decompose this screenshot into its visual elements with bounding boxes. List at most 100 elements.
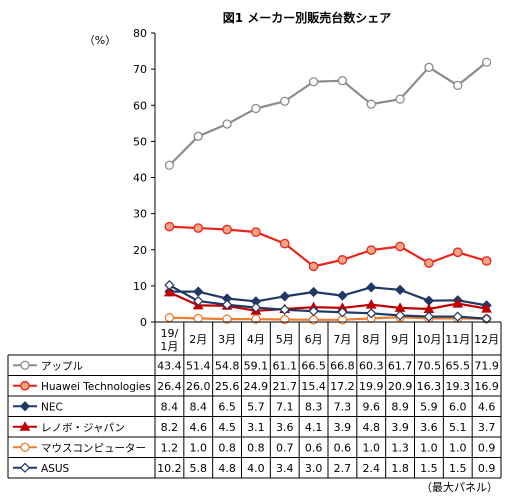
category-label: 9月 [391, 333, 409, 346]
data-point [308, 315, 319, 325]
table-cell-value: 1.5 [420, 462, 438, 475]
data-point [452, 247, 463, 258]
table-cell-value: 2.7 [334, 462, 352, 475]
table-cell-value: 5.9 [420, 400, 438, 413]
table-cell-value: 0.7 [276, 441, 294, 454]
table-cell-value: 1.3 [391, 441, 409, 454]
data-point [308, 77, 319, 87]
table-cell-value: 0.9 [478, 441, 496, 454]
table-cell-value: 15.4 [301, 380, 326, 393]
data-point [366, 282, 377, 293]
table-cell-value: 4.6 [190, 421, 208, 434]
data-point [193, 313, 203, 324]
data-point [337, 307, 348, 318]
data-point [337, 76, 348, 86]
series-lines [164, 57, 492, 325]
table-cell-value: 60.3 [359, 359, 384, 372]
series-line [169, 225, 487, 268]
table-cell-value: 59.1 [244, 359, 269, 372]
table-cell-value: 5.7 [247, 400, 265, 413]
table-cell-value: 70.5 [417, 359, 442, 372]
data-point [452, 311, 463, 322]
category-label: 8月 [362, 333, 380, 346]
table-cell-value: 8.4 [190, 400, 208, 413]
category-label: 3月 [218, 333, 236, 346]
table-cell-value: 10.2 [157, 462, 182, 475]
series-line [168, 61, 488, 166]
data-point [308, 306, 319, 317]
table-cell-value: 4.1 [305, 421, 323, 434]
data-point [19, 421, 31, 431]
data-point [251, 103, 261, 114]
y-tick-label: 60 [133, 99, 147, 112]
data-point [395, 94, 405, 104]
data-point [164, 313, 175, 323]
table-cell-value: 1.2 [161, 441, 179, 454]
table-cell-value: 1.0 [420, 441, 438, 454]
table-cell-value: 3.9 [391, 421, 409, 434]
data-point [481, 57, 492, 67]
legend-label: アップル [41, 360, 83, 372]
category-label: 12月 [474, 333, 499, 346]
y-tick-label: 70 [133, 63, 147, 76]
table-cell-value: 26.0 [186, 380, 211, 393]
table-cell-value: 7.3 [334, 400, 352, 413]
table-cell-value: 25.6 [215, 380, 240, 393]
table-cell-value: 4.8 [363, 421, 381, 434]
category-label: 11月 [445, 333, 470, 346]
series-0 [164, 57, 492, 170]
data-point [366, 308, 377, 319]
table-cell-value: 51.4 [186, 359, 211, 372]
category-label: 19/1月 [160, 327, 178, 353]
table-cell-value: 4.8 [218, 462, 236, 475]
data-point [193, 223, 204, 233]
table-cell-value: 19.9 [359, 380, 384, 393]
table-cell-value: 6.0 [449, 400, 467, 413]
y-tick-label: 0 [140, 316, 147, 329]
data-point [481, 303, 492, 313]
data-point [164, 160, 175, 170]
data-point [20, 380, 30, 391]
category-label: 6月 [305, 333, 323, 346]
data-point [164, 286, 175, 297]
legend-entry: ASUS [13, 462, 70, 475]
legend-label: マウスコンピューター [41, 442, 146, 454]
legend-entry: マウスコンピューター [13, 442, 146, 454]
data-point [481, 313, 492, 324]
data-point [251, 227, 261, 237]
data-point [394, 284, 406, 295]
table-cell-value: 71.9 [474, 359, 499, 372]
table-cell-value: 3.6 [276, 421, 294, 434]
axes: 0 10 20 30 40 50 60 70 80 [133, 27, 156, 329]
table-cell-value: 7.1 [276, 400, 294, 413]
table-cell-value: 5.8 [190, 462, 208, 475]
data-point [222, 314, 232, 324]
data-point [222, 119, 232, 129]
table-cell-value: 5.1 [449, 421, 467, 434]
data-point [366, 245, 377, 255]
table-cell-value: 1.0 [190, 441, 208, 454]
y-tick-label: 20 [133, 244, 147, 257]
data-point [164, 280, 175, 291]
table-cell-value: 65.5 [446, 359, 471, 372]
table-cell-value: 16.9 [474, 380, 499, 393]
data-point [279, 291, 290, 302]
table-cell-value: 24.9 [244, 380, 269, 393]
data-point [251, 314, 261, 324]
table-cell-value: 6.5 [218, 400, 236, 413]
table-cell-value: 0.6 [305, 441, 323, 454]
data-point [221, 299, 233, 310]
data-point [280, 96, 290, 106]
legend-label: NEC [41, 401, 63, 413]
data-point [481, 256, 492, 266]
table-cell-value: 20.9 [388, 380, 413, 393]
table-cell-value: 8.3 [305, 400, 323, 413]
table-cell-value: 1.0 [363, 441, 381, 454]
table-cell-value: 4.0 [247, 462, 265, 475]
table-cell-value: 3.7 [478, 421, 496, 434]
table-cell-value: 61.7 [388, 359, 413, 372]
note-label: （最大パネル） [421, 480, 498, 494]
legend-label: レノボ・ジャパン [41, 422, 125, 434]
legend-entry: アップル [13, 360, 83, 372]
